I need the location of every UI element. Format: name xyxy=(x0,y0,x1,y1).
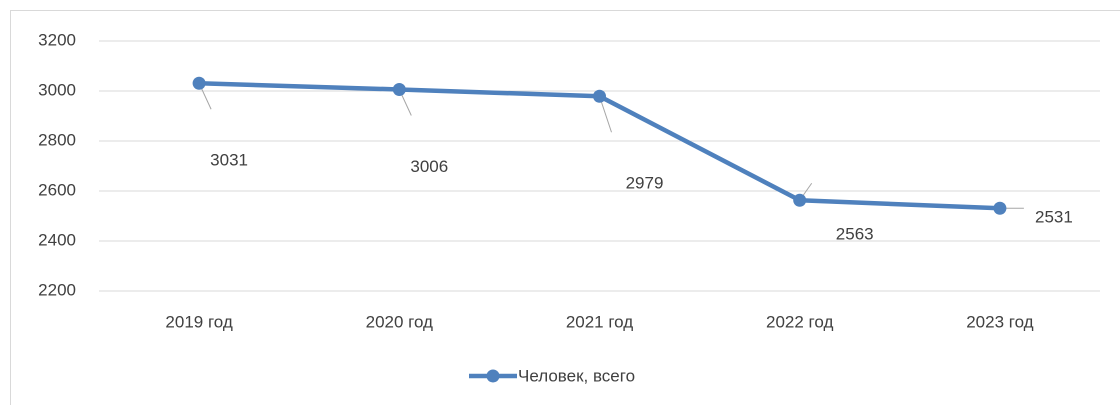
data-label: 3031 xyxy=(210,151,248,170)
point xyxy=(993,201,1007,215)
data-label: 2531 xyxy=(1035,208,1073,227)
y-tick-label: 3200 xyxy=(38,30,76,49)
y-tick-label: 2800 xyxy=(38,130,76,149)
y-tick-label: 3000 xyxy=(38,80,76,99)
legend-marker xyxy=(486,369,500,383)
point xyxy=(593,89,606,103)
x-tick-label: 2020 год xyxy=(366,312,433,331)
y-tick-label: 2400 xyxy=(38,230,76,249)
y-tick-label: 2600 xyxy=(38,180,76,199)
point xyxy=(392,83,406,96)
data-label: 2979 xyxy=(626,174,664,193)
x-tick-label: 2022 год xyxy=(766,312,833,331)
x-tick-label: 2021 год xyxy=(566,312,633,331)
x-tick-label: 2019 год xyxy=(165,312,232,331)
legend-label: Человек, всего xyxy=(518,366,635,385)
point xyxy=(793,193,807,207)
data-label: 2563 xyxy=(836,225,874,244)
y-tick-label: 2200 xyxy=(38,280,76,299)
x-tick-label: 2023 год xyxy=(966,312,1033,331)
point xyxy=(192,76,206,90)
data-label: 3006 xyxy=(410,157,448,176)
